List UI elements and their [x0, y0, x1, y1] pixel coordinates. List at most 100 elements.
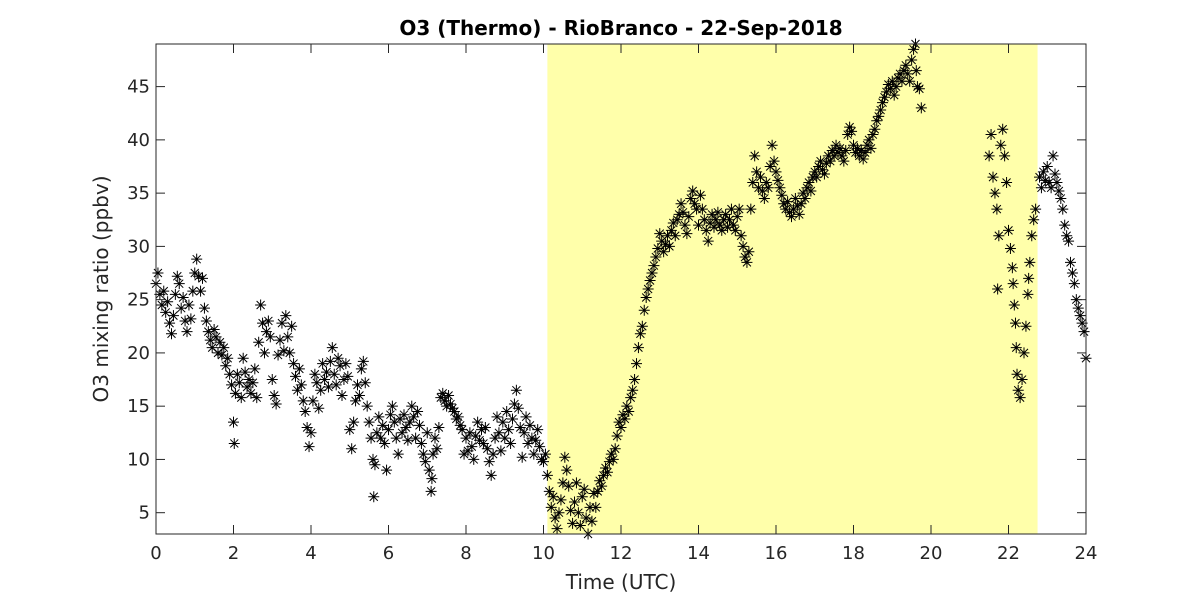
data-point [1045, 182, 1057, 194]
data-point [789, 192, 801, 204]
data-point [774, 182, 786, 194]
x-axis-ticks: 0 2 4 6 8 10 12 14 16 18 20 22 24 [150, 44, 1097, 564]
data-point [181, 326, 193, 338]
data-point [572, 507, 584, 519]
data-point [402, 434, 414, 446]
data-point [206, 342, 218, 354]
data-point [406, 400, 418, 412]
data-point [694, 189, 706, 201]
data-point [993, 230, 1005, 242]
data-point [902, 68, 914, 80]
data-point [1028, 214, 1040, 226]
data-point [700, 224, 712, 236]
x-tick-label: 12 [610, 543, 633, 564]
data-point [1055, 192, 1067, 204]
data-point [797, 187, 809, 199]
data-point [479, 421, 491, 433]
data-point [191, 253, 203, 265]
data-point [336, 390, 348, 402]
data-point [350, 395, 362, 407]
data-point [855, 145, 867, 157]
data-point [658, 246, 670, 258]
data-point [516, 451, 528, 463]
data-point [412, 406, 424, 417]
y-tick-label: 30 [127, 236, 150, 257]
data-point [985, 129, 997, 141]
data-point [778, 198, 790, 210]
data-point [448, 406, 460, 417]
x-tick-label: 6 [383, 543, 394, 564]
data-point [698, 214, 710, 226]
data-point [648, 260, 660, 272]
data-point [660, 238, 672, 250]
x-tick-label: 14 [687, 543, 710, 564]
data-point [483, 456, 495, 468]
data-point [437, 387, 449, 399]
data-point [884, 83, 896, 95]
data-point [489, 432, 501, 444]
data-point [886, 75, 898, 87]
data-point [228, 437, 240, 449]
data-point [1065, 256, 1076, 268]
data-point [768, 155, 780, 167]
data-point [369, 459, 381, 471]
data-point [245, 387, 257, 399]
daytime-highlight-band-layer [547, 44, 1038, 534]
data-point [716, 224, 728, 236]
data-point [739, 251, 751, 263]
data-point [386, 400, 398, 412]
data-point [311, 377, 323, 389]
data-point [491, 411, 503, 423]
data-point [1014, 392, 1026, 404]
data-point [408, 411, 420, 423]
data-point [737, 240, 749, 252]
data-point [297, 395, 309, 407]
data-point [820, 157, 832, 169]
data-point [499, 432, 511, 444]
data-point [156, 299, 168, 311]
data-point [193, 270, 205, 282]
data-point [818, 168, 830, 180]
data-point [605, 448, 617, 460]
data-point [204, 334, 216, 346]
data-point [663, 240, 675, 252]
data-point [677, 206, 689, 218]
data-point [326, 342, 338, 354]
data-point [815, 155, 827, 167]
data-point [543, 485, 555, 497]
data-point [1041, 161, 1053, 172]
data-point [452, 411, 464, 423]
data-point [307, 395, 319, 407]
data-point [164, 317, 176, 329]
data-point [634, 328, 646, 340]
data-point [846, 125, 858, 137]
data-point [749, 150, 761, 162]
data-point [875, 104, 887, 116]
data-point [510, 384, 522, 396]
data-point [772, 174, 784, 186]
data-point [896, 75, 908, 87]
data-point [869, 123, 881, 135]
data-point [470, 430, 482, 442]
data-point [565, 505, 577, 517]
data-point [415, 437, 427, 449]
data-point [693, 219, 704, 231]
data-point [348, 416, 360, 428]
data-point [809, 166, 821, 178]
data-point [1018, 347, 1030, 359]
data-point [394, 413, 406, 425]
data-point [758, 192, 770, 204]
data-point [1057, 203, 1069, 215]
data-point [429, 432, 441, 444]
data-point [220, 360, 232, 372]
data-point [747, 176, 759, 188]
data-point [363, 416, 375, 428]
y-tick-label: 10 [127, 449, 150, 470]
data-point [466, 441, 478, 453]
data-point [557, 477, 569, 489]
data-point [299, 406, 311, 417]
data-point [328, 368, 340, 380]
data-point [419, 456, 431, 468]
data-point [1004, 243, 1016, 255]
data-point [352, 379, 363, 391]
